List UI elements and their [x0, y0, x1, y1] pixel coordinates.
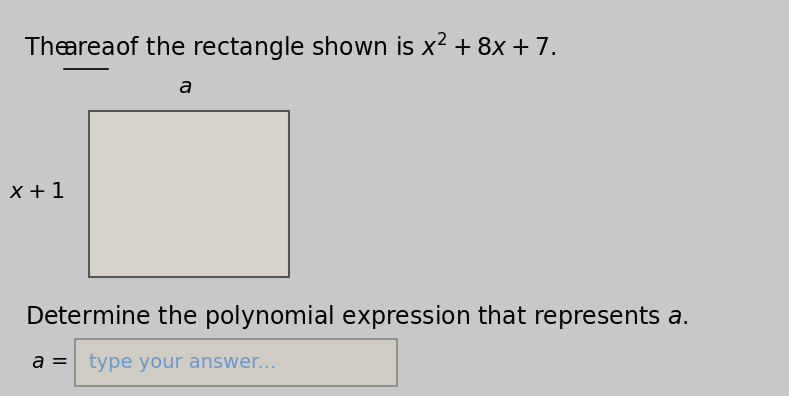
Text: $x+1$: $x+1$ [9, 182, 64, 202]
Text: $a$: $a$ [178, 77, 193, 97]
Text: $a$ =: $a$ = [31, 352, 68, 372]
Text: The: The [24, 36, 77, 59]
Text: of the rectangle shown is $x^2 + 8x + 7$.: of the rectangle shown is $x^2 + 8x + 7$… [108, 31, 557, 64]
FancyBboxPatch shape [75, 339, 397, 386]
Text: Determine the polynomial expression that represents $a$.: Determine the polynomial expression that… [24, 303, 689, 331]
FancyBboxPatch shape [89, 111, 290, 277]
Text: area: area [64, 36, 117, 59]
Text: type your answer...: type your answer... [89, 353, 276, 372]
